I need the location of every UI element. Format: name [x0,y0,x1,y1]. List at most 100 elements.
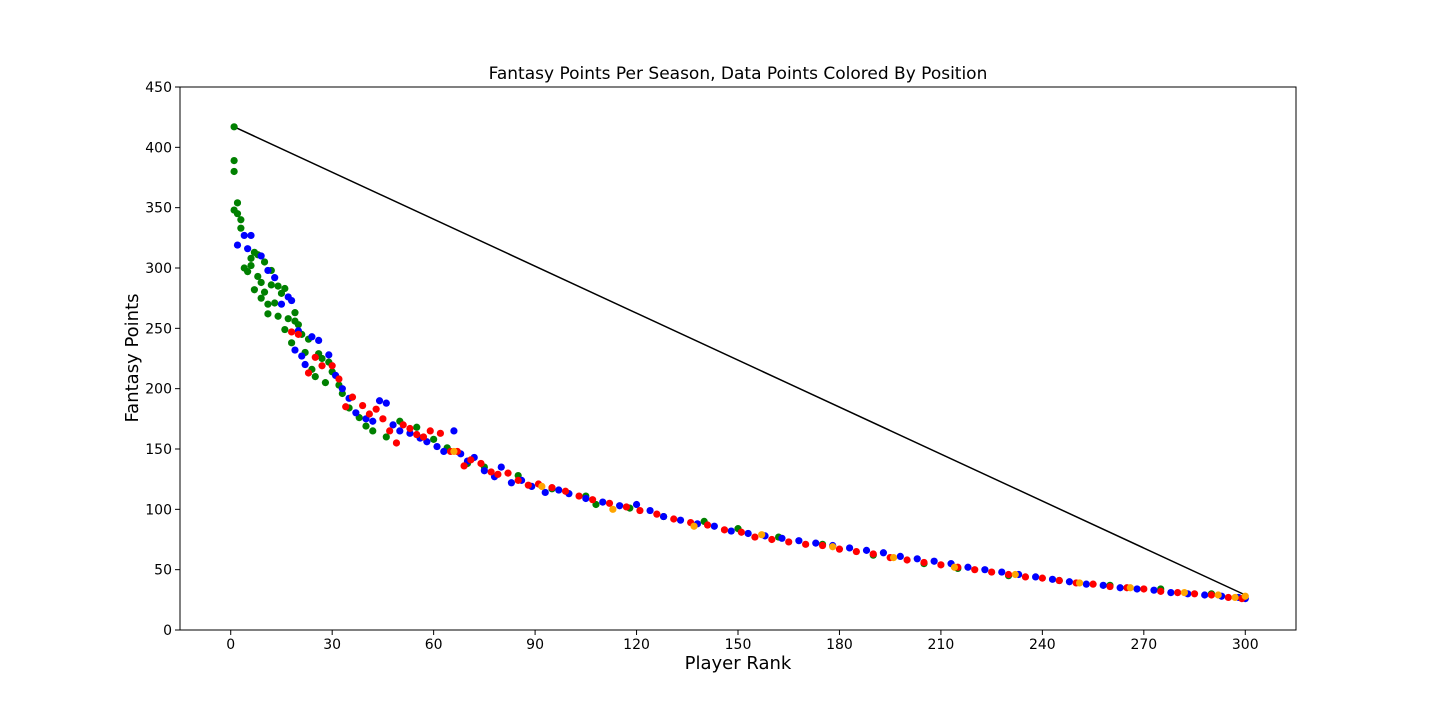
data-point [426,427,434,435]
data-point [988,568,996,576]
data-point [467,456,475,464]
x-tick-label: 210 [928,637,955,653]
data-point [795,537,803,545]
data-point [260,258,269,266]
data-point [829,543,837,551]
data-point [1167,588,1175,597]
data-point [244,245,252,253]
data-point [260,288,269,296]
data-point [609,505,617,513]
data-point [233,199,242,207]
data-point [727,527,735,535]
data-point [778,534,786,542]
data-point [294,321,302,329]
data-point [1004,570,1013,579]
data-point [247,261,255,270]
data-point [690,522,698,530]
data-point [1082,580,1090,588]
data-point [971,566,979,574]
data-point [538,482,546,491]
data-point [869,550,877,558]
data-point [450,427,458,435]
data-point [1157,587,1165,595]
data-point [1241,592,1249,600]
data-point [1180,588,1188,597]
data-point [359,401,367,410]
data-point [318,354,326,363]
data-point [1038,574,1046,582]
data-point [342,403,350,411]
data-point [237,216,245,224]
data-point [802,540,810,548]
data-point [386,427,394,435]
data-point [758,531,766,539]
data-point [1032,573,1040,581]
y-tick-label: 400 [145,140,172,156]
chart-title: Fantasy Points Per Season, Data Points C… [489,64,988,84]
data-point [250,286,258,294]
data-point [281,325,289,334]
data-point [605,499,614,507]
data-point [751,533,759,541]
data-point [487,468,495,476]
data-point [382,433,390,441]
data-point [1207,591,1216,599]
x-tick-label: 0 [226,637,235,653]
data-point [541,488,549,497]
data-point [436,429,444,437]
data-point [622,503,631,511]
y-tick-label: 150 [145,442,172,458]
data-point [288,296,296,305]
data-point [632,500,641,509]
data-point [616,502,624,510]
data-point [240,231,248,240]
data-point [636,506,644,515]
data-point [744,529,752,538]
y-axis-label: Fantasy Points [122,293,143,422]
data-point [257,294,265,302]
data-point [1231,593,1239,602]
data-point [284,315,292,323]
data-point [382,399,390,407]
data-point [247,254,255,262]
data-point [264,310,272,318]
data-point [720,526,729,534]
data-point [555,486,563,494]
data-point [981,566,989,574]
data-point [440,447,448,456]
data-point [1099,581,1107,589]
data-point [835,545,844,553]
data-point [392,439,401,447]
data-point [247,231,255,240]
data-point [430,435,438,443]
point-series-4 [450,447,1249,602]
data-point [348,393,357,401]
data-point [413,430,421,439]
y-tick-label: 250 [145,321,172,337]
data-point [846,544,854,552]
x-tick-label: 150 [725,637,752,653]
data-point [369,417,377,425]
data-point [480,467,488,475]
data-point [321,379,330,387]
data-point [903,556,911,564]
data-point [375,397,384,405]
data-point [1224,593,1232,602]
data-point [524,481,532,489]
x-tick-label: 300 [1232,637,1259,653]
data-point [254,272,262,281]
y-tick-label: 50 [154,563,172,579]
data-point [396,427,404,435]
data-point [230,123,238,131]
y-tick-label: 450 [145,80,172,96]
data-point [494,470,502,478]
data-point [575,492,583,500]
data-point [399,421,407,429]
data-point [497,463,505,471]
y-tick-label: 100 [145,502,172,518]
data-point [257,278,265,287]
data-point [1214,591,1222,599]
data-point [1048,575,1057,583]
data-point [1150,586,1158,594]
